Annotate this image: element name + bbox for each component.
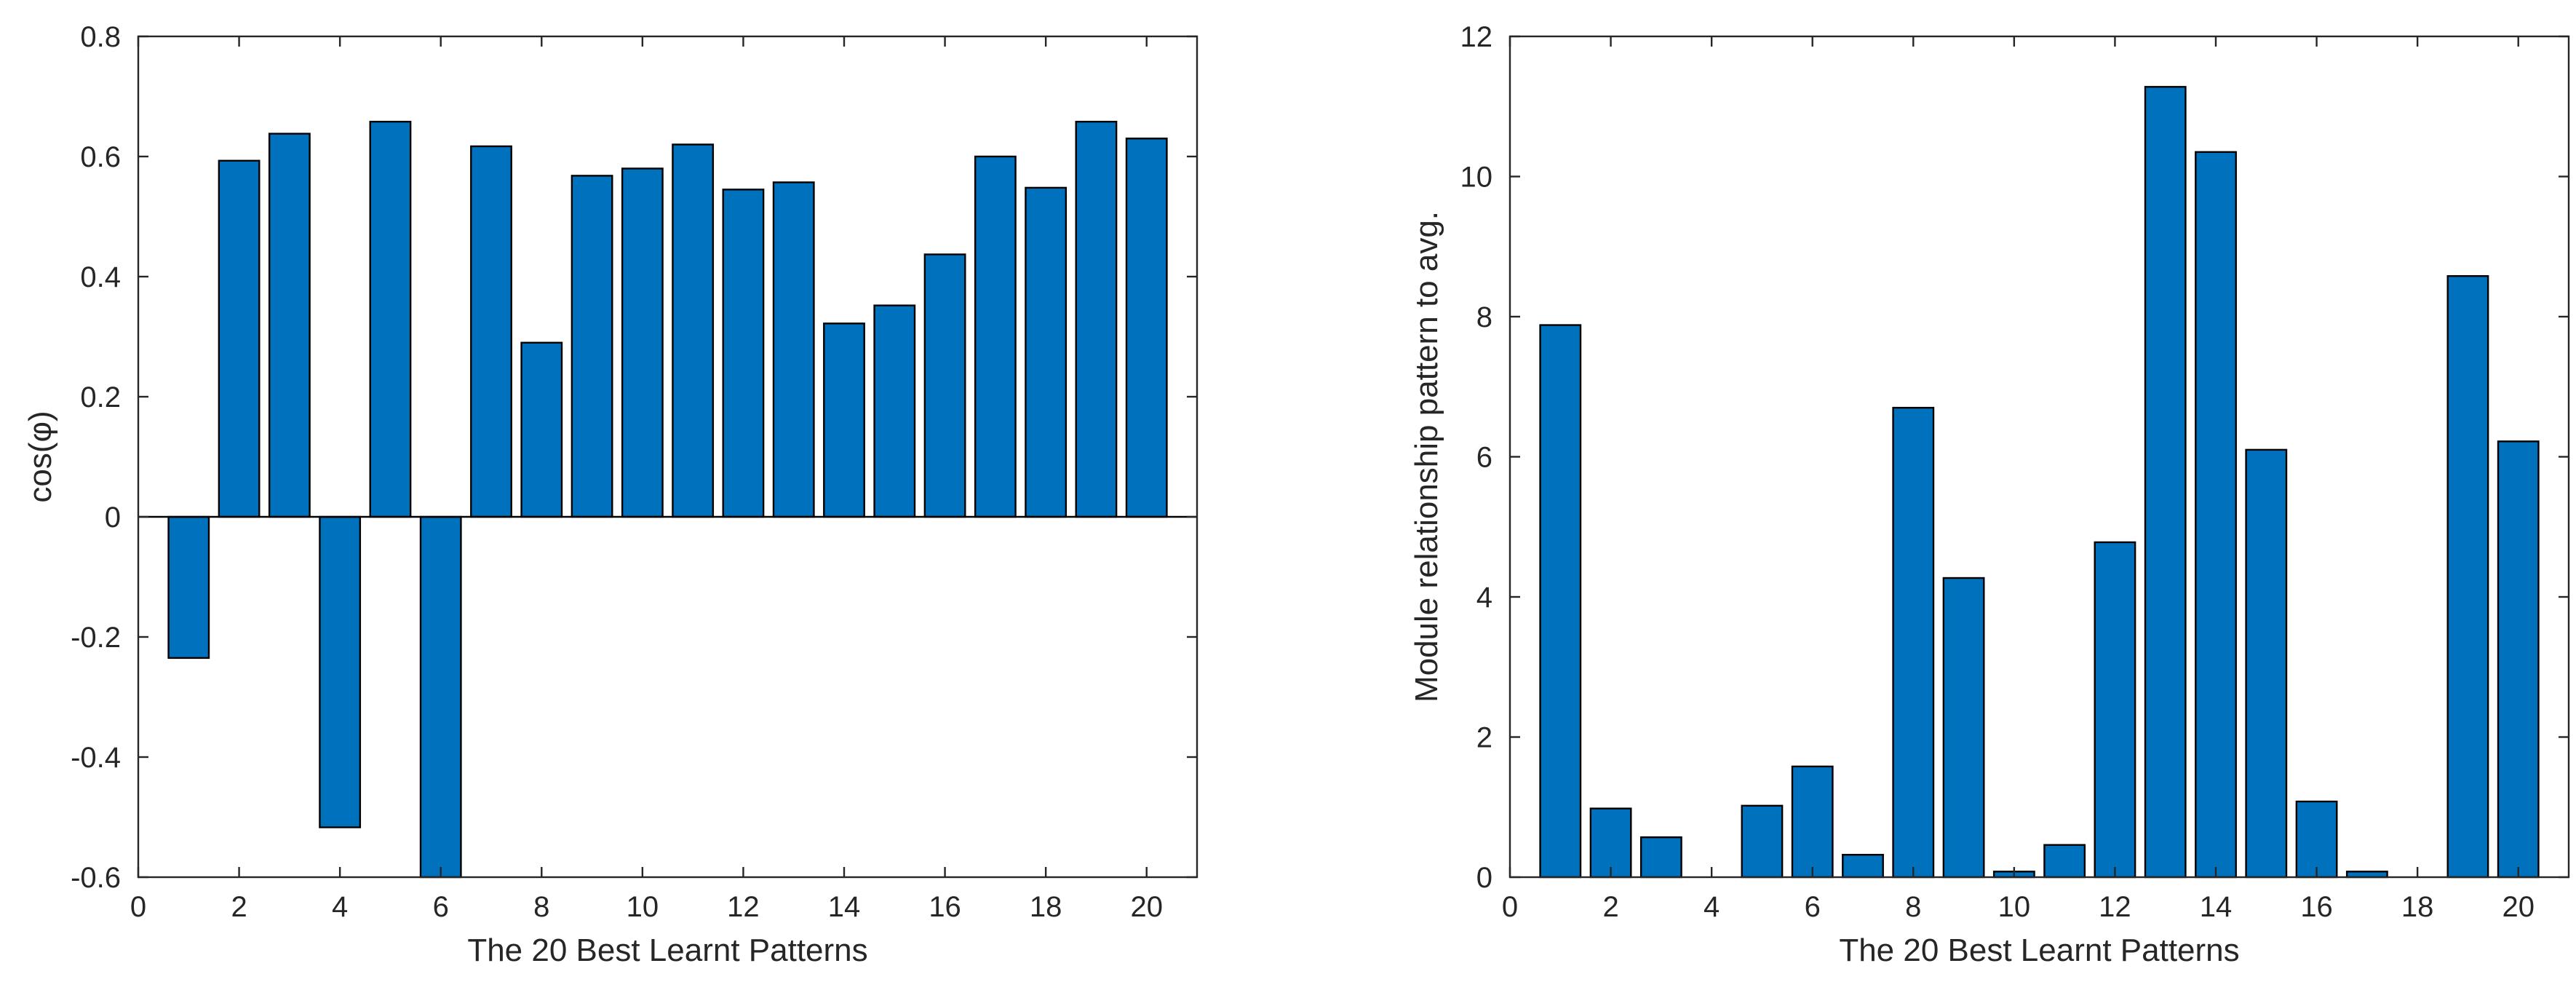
chart-cos-phi-bar-14 — [823, 322, 865, 518]
chart-module-relationship-ytick-labels: 0 2 4 6 8 10 12 — [1460, 21, 1493, 894]
chart-module-relationship-ytick-label: 12 — [1460, 21, 1493, 53]
chart-cos-phi-xtick-label: 20 — [1130, 891, 1163, 923]
chart-cos-phi-ytick-labels: -0.6 -0.4 -0.2 0 0.2 0.4 0.6 0.8 — [71, 21, 121, 894]
chart-cos-phi-bars — [167, 120, 1168, 879]
chart-module-relationship-xtick-label: 2 — [1602, 891, 1618, 923]
chart-cos-phi-bar-3 — [268, 132, 311, 518]
chart-cos-phi-xtick-labels: 0 2 4 6 8 10 12 14 16 18 20 — [130, 891, 1163, 923]
chart-module-relationship-bar-6 — [1791, 765, 1834, 879]
chart-cos-phi-ytick-label: 0.2 — [80, 381, 121, 413]
chart-cos-phi-ytick-label: -0.2 — [71, 622, 121, 654]
chart-module-relationship-bar-12 — [2094, 541, 2136, 879]
chart-module-relationship-xtick-label: 4 — [1704, 891, 1720, 923]
chart-cos-phi-axes-box — [137, 35, 1198, 879]
chart-module-relationship-ytick-label: 10 — [1460, 162, 1493, 194]
chart-module-relationship: 0 2 4 6 8 10 12 0 2 4 6 8 10 12 14 16 18 20 The 20 Best … — [1409, 21, 2570, 968]
chart-module-relationship-ylabel: Module relationship pattern to avg. — [1409, 211, 1444, 702]
chart-module-relationship-ytick-label: 8 — [1476, 301, 1492, 333]
chart-cos-phi-bar-17 — [974, 155, 1017, 518]
chart-cos-phi-xtick-label: 12 — [727, 891, 760, 923]
chart-cos-phi-xtick-label: 4 — [332, 891, 348, 923]
chart-module-relationship-bar-2 — [1589, 807, 1632, 879]
chart-module-relationship-xtick-label: 6 — [1805, 891, 1821, 923]
chart-module-relationship-ytick-label: 2 — [1476, 722, 1492, 754]
chart-cos-phi-xtick-label: 0 — [130, 891, 146, 923]
chart-module-relationship-xtick-label: 8 — [1905, 891, 1921, 923]
chart-cos-phi-bar-12 — [722, 189, 765, 518]
chart-cos-phi-xtick-label: 18 — [1030, 891, 1062, 923]
chart-cos-phi-bar-15 — [873, 304, 916, 518]
chart-cos-phi-bar-1 — [167, 515, 210, 660]
chart-module-relationship-ytick-label: 0 — [1476, 862, 1492, 894]
chart-module-relationship-ticks — [1508, 35, 2569, 879]
chart-cos-phi-xtick-label: 14 — [828, 891, 861, 923]
chart-cos-phi-bar-19 — [1075, 120, 1118, 518]
chart-cos-phi: -0.6 -0.4 -0.2 0 0.2 0.4 0.6 0.8 0 2 4 6 8 10 12 14 16 1… — [23, 21, 1198, 968]
chart-cos-phi-ytick-label: 0.8 — [80, 21, 121, 53]
chart-cos-phi-ytick-label: 0 — [105, 502, 121, 534]
chart-module-relationship-xtick-labels: 0 2 4 6 8 10 12 14 16 18 20 — [1502, 891, 2535, 923]
chart-module-relationship-xtick-label: 20 — [2502, 891, 2535, 923]
chart-module-relationship-bar-14 — [2195, 151, 2237, 879]
chart-module-relationship-bar-13 — [2144, 86, 2187, 879]
chart-module-relationship-bar-1 — [1539, 324, 1582, 879]
chart-cos-phi-xtick-label: 2 — [231, 891, 247, 923]
chart-cos-phi-bar-4 — [319, 515, 362, 828]
chart-module-relationship-bar-5 — [1741, 804, 1784, 879]
chart-cos-phi-xtick-label: 16 — [929, 891, 961, 923]
chart-module-relationship-ytick-label: 6 — [1476, 442, 1492, 474]
chart-cos-phi-bar-5 — [369, 120, 412, 518]
chart-cos-phi-bar-18 — [1025, 186, 1068, 518]
chart-cos-phi-bar-13 — [772, 181, 815, 518]
chart-cos-phi-ytick-label: 0.6 — [80, 141, 121, 173]
chart-module-relationship-ytick-label: 4 — [1476, 582, 1492, 614]
chart-cos-phi-bar-7 — [470, 145, 512, 518]
chart-cos-phi-xtick-label: 6 — [433, 891, 449, 923]
chart-module-relationship-bar-7 — [1842, 853, 1884, 879]
chart-cos-phi-bar-8 — [520, 341, 563, 518]
chart-cos-phi-bar-9 — [571, 175, 613, 518]
chart-cos-phi-bar-6 — [419, 515, 462, 879]
chart-cos-phi-ticks — [137, 35, 1197, 879]
chart-module-relationship-xtick-label: 0 — [1502, 891, 1518, 923]
chart-module-relationship-bar-8 — [1892, 406, 1935, 879]
chart-module-relationship-bar-3 — [1639, 836, 1682, 879]
chart-cos-phi-bar-10 — [621, 167, 664, 518]
chart-module-relationship-bar-19 — [2446, 274, 2489, 879]
chart-cos-phi-ylabel: cos(φ) — [23, 411, 58, 502]
chart-cos-phi-ytick-label: -0.4 — [71, 742, 121, 774]
chart-module-relationship-xtick-label: 18 — [2401, 891, 2434, 923]
chart-cos-phi-xlabel: The 20 Best Learnt Patterns — [467, 932, 867, 968]
chart-module-relationship-bar-15 — [2245, 448, 2288, 879]
chart-module-relationship-bar-20 — [2497, 440, 2540, 879]
chart-module-relationship-xtick-label: 10 — [1998, 891, 2031, 923]
chart-module-relationship-xlabel: The 20 Best Learnt Patterns — [1839, 932, 2239, 968]
chart-module-relationship-bar-11 — [2043, 844, 2086, 879]
chart-cos-phi-bar-16 — [923, 253, 966, 518]
chart-cos-phi-bar-2 — [218, 159, 261, 518]
chart-cos-phi-xtick-label: 8 — [533, 891, 549, 923]
chart-cos-phi-bar-11 — [672, 143, 715, 518]
chart-cos-phi-bar-20 — [1125, 138, 1168, 518]
chart-module-relationship-xtick-label: 16 — [2300, 891, 2333, 923]
chart-module-relationship-xtick-label: 12 — [2099, 891, 2131, 923]
chart-module-relationship-bar-16 — [2295, 800, 2338, 879]
chart-cos-phi-ytick-label: -0.6 — [71, 862, 121, 894]
chart-module-relationship-xtick-label: 14 — [2200, 891, 2233, 923]
chart-module-relationship-bar-9 — [1942, 577, 1985, 879]
chart-cos-phi-xtick-label: 10 — [627, 891, 659, 923]
chart-cos-phi-ytick-label: 0.4 — [80, 261, 121, 293]
